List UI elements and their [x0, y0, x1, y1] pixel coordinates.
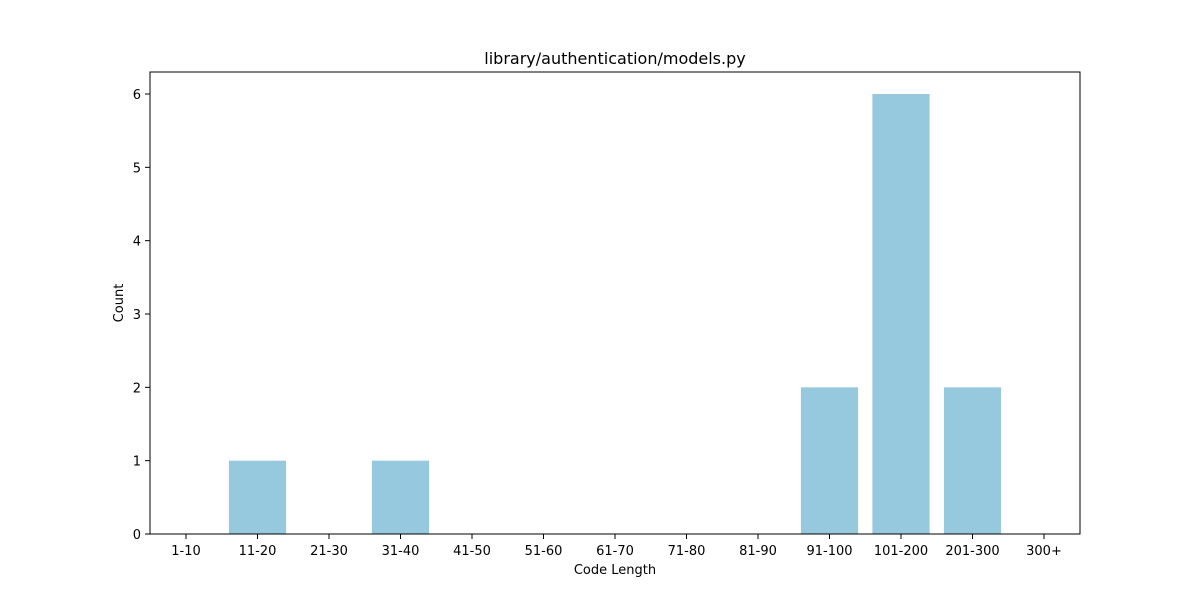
x-axis-ticks: 1-10 11-20 21-30 31-40 41-50 51-60 61-70 71-80 8…	[171, 534, 1062, 559]
plot-frame	[149, 71, 1081, 535]
x-axis-label: Code Length	[574, 563, 656, 578]
bar-101-200	[872, 94, 930, 534]
y-tick-label: 4	[133, 235, 141, 250]
x-tick-label: 51-60	[525, 544, 563, 559]
x-tick-label: 201-300	[945, 544, 999, 559]
bar-31-40	[371, 460, 430, 534]
x-tick-label: 21-30	[310, 544, 348, 559]
y-tick-label: 2	[133, 381, 141, 396]
y-tick-label: 5	[133, 161, 141, 176]
bars	[228, 94, 1002, 534]
bar-91-100	[800, 387, 859, 534]
x-tick-label: 71-80	[668, 544, 706, 559]
x-tick-label: 41-50	[453, 544, 491, 559]
x-tick-label: 81-90	[739, 544, 777, 559]
x-tick-label: 91-100	[806, 544, 852, 559]
x-tick-label: 101-200	[874, 544, 928, 559]
bar-201-300	[943, 387, 1002, 534]
y-tick-label: 3	[133, 308, 141, 323]
chart-title: library/authentication/models.py	[484, 49, 745, 68]
x-tick-label: 1-10	[171, 544, 201, 559]
x-tick-label: 11-20	[239, 544, 277, 559]
x-tick-label: 300+	[1026, 544, 1062, 559]
y-tick-label: 6	[133, 88, 141, 103]
y-axis-label: Count	[112, 284, 127, 323]
y-tick-label: 1	[133, 455, 141, 470]
bar-11-20	[228, 460, 287, 534]
y-tick-label: 0	[133, 528, 141, 543]
y-axis-ticks: 0 1 2 3 4 5 6	[133, 88, 150, 543]
x-tick-label: 61-70	[596, 544, 634, 559]
x-tick-label: 31-40	[382, 544, 420, 559]
